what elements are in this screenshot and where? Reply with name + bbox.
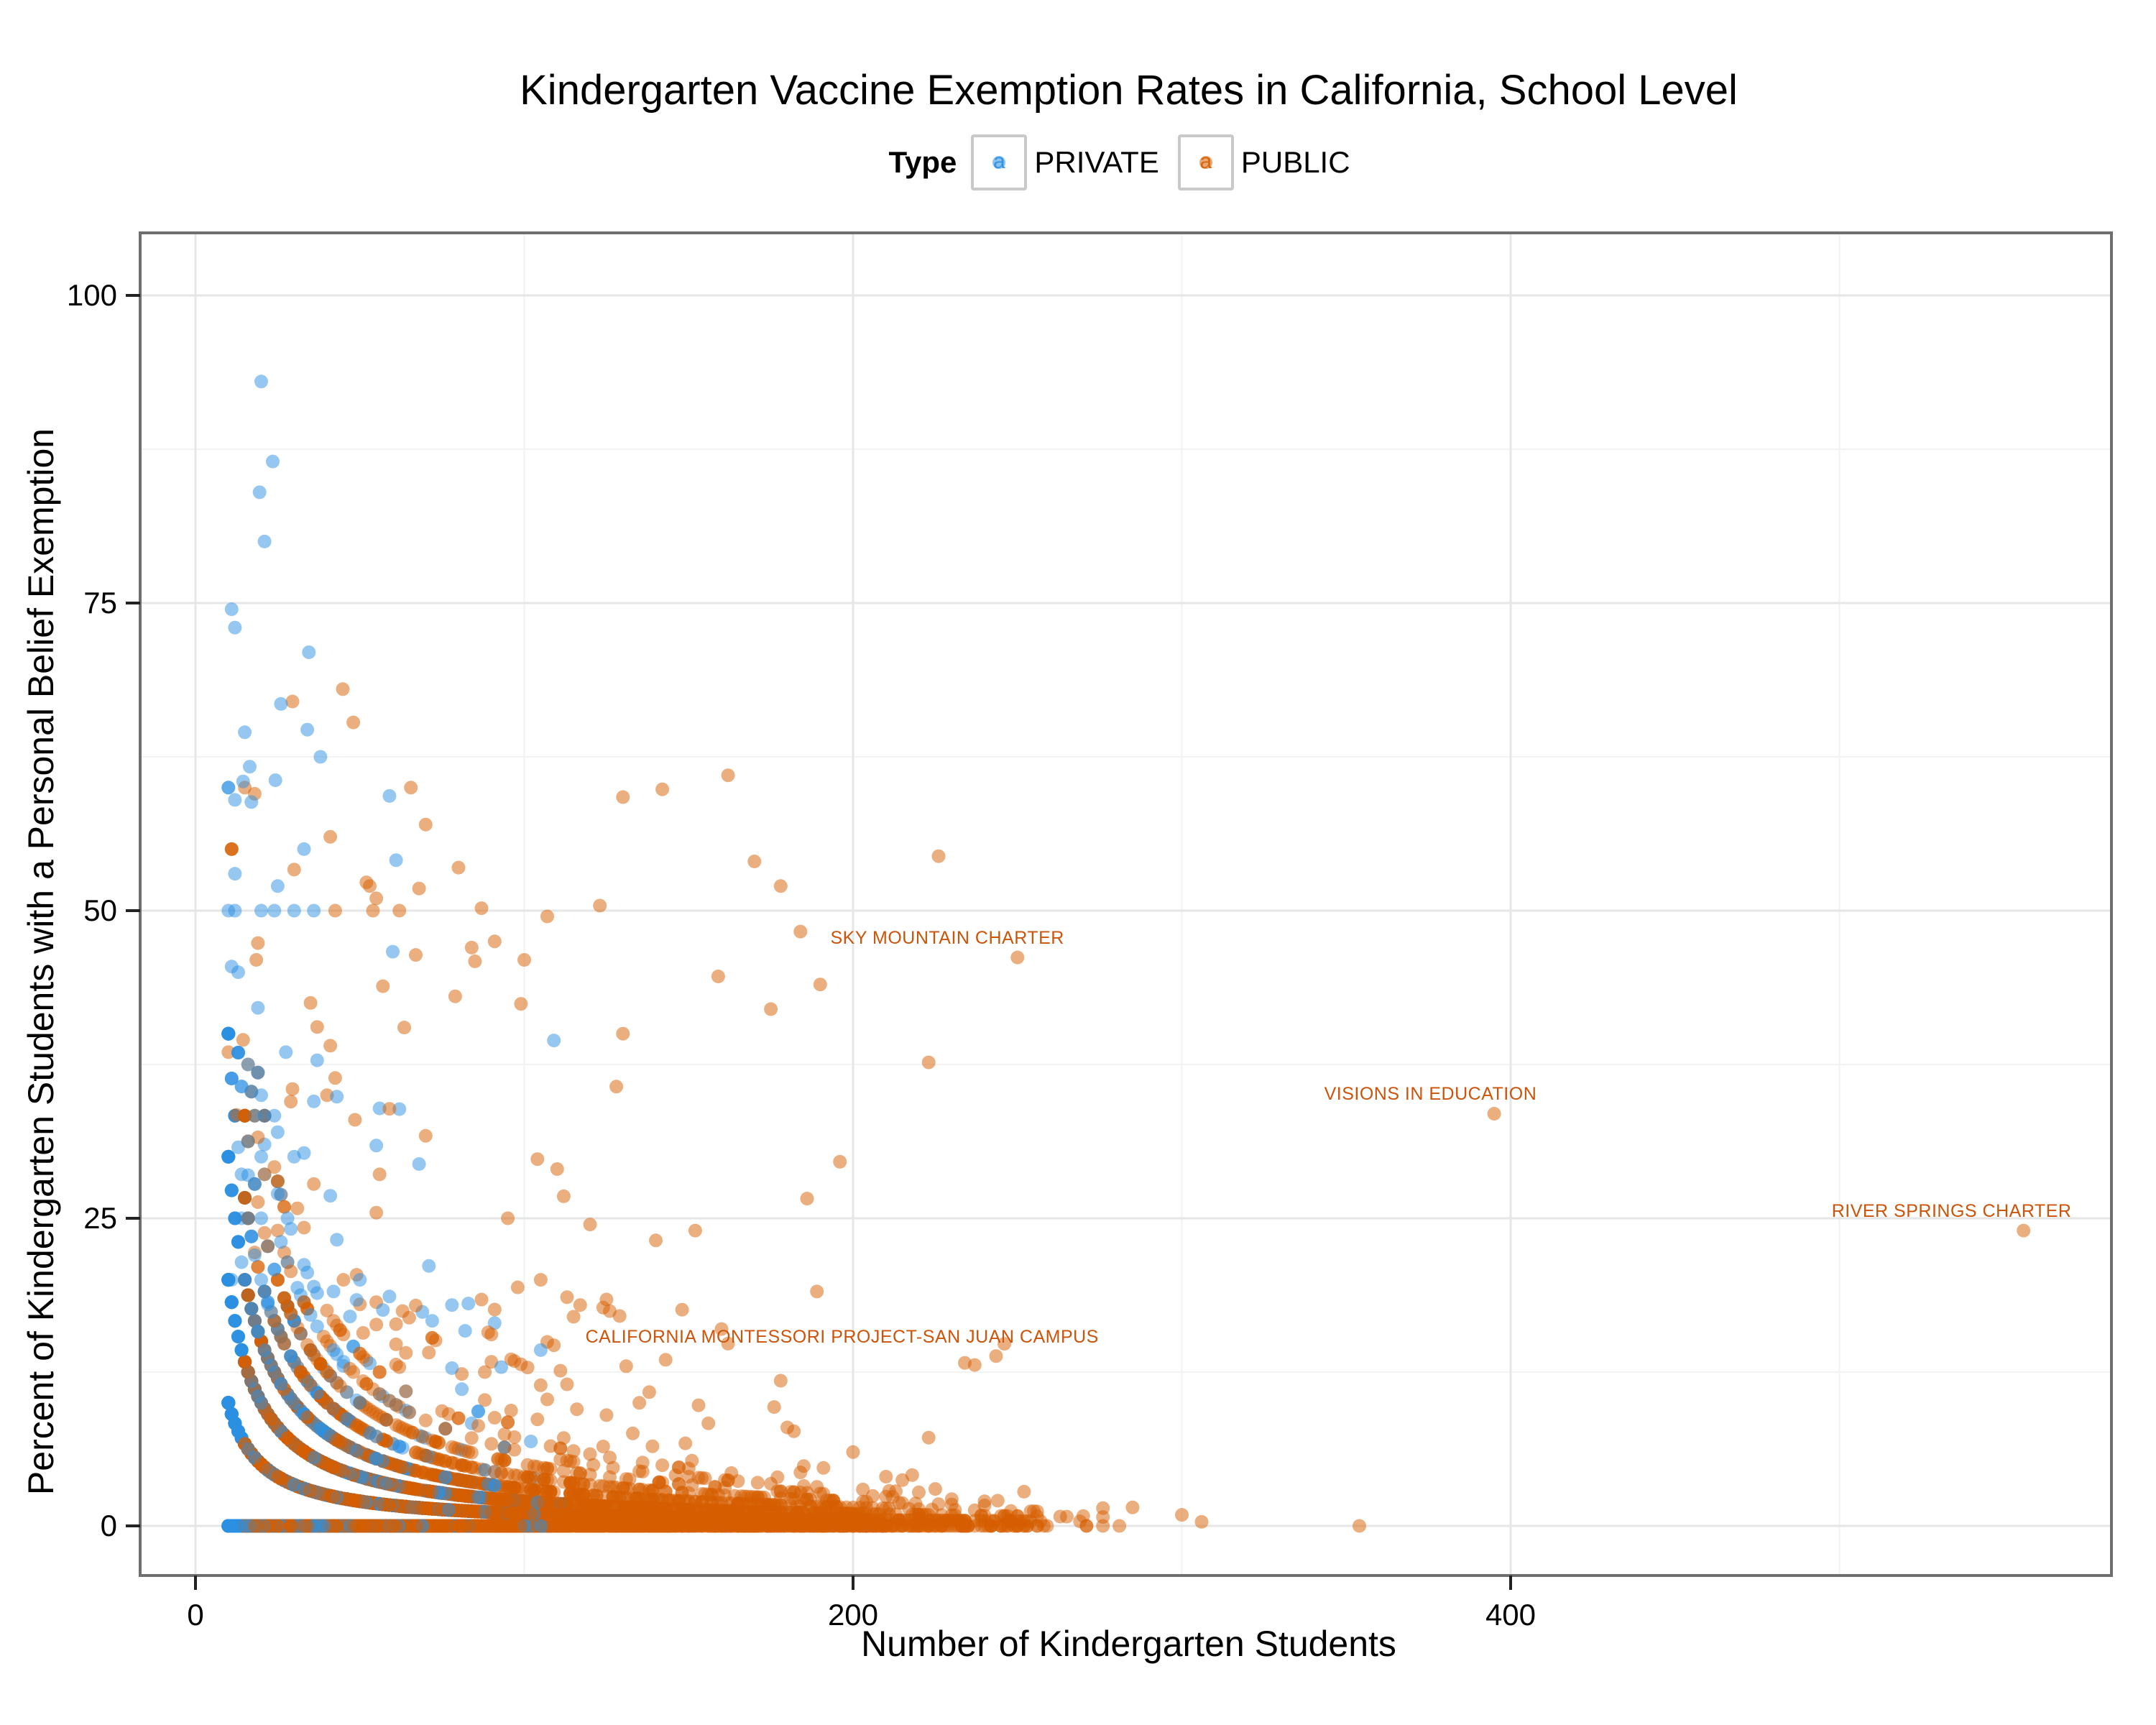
private-point-icon	[992, 156, 1006, 169]
y-tick-label-75: 75	[83, 586, 117, 620]
legend-key-public: a	[1177, 134, 1234, 190]
y-tick-label-50: 50	[83, 893, 117, 927]
public-point-icon	[1199, 156, 1212, 169]
legend-key-private: a	[971, 134, 1028, 190]
annotation-river-springs-charter: RIVER SPRINGS CHARTER	[1831, 1201, 2072, 1222]
legend-entry-public: a PUBLIC	[1177, 134, 1369, 190]
legend-label-public: PUBLIC	[1240, 145, 1350, 179]
y-tick-label-25: 25	[83, 1201, 117, 1235]
x-tick-label-400: 400	[1485, 1598, 1537, 1632]
private-key-glyph: a	[993, 149, 1005, 173]
x-tick-label-0: 0	[187, 1598, 204, 1632]
legend: Type a PRIVATE a PUBLIC	[140, 134, 2117, 191]
chart-title: Kindergarten Vaccine Exemption Rates in …	[520, 67, 1738, 114]
annotation-visions-in-education: VISIONS IN EDUCATION	[1324, 1084, 1537, 1105]
legend-label-private: PRIVATE	[1034, 145, 1159, 179]
legend-title: Type	[888, 145, 957, 179]
annotation-sky-mountain-charter: SKY MOUNTAIN CHARTER	[830, 928, 1064, 949]
x-axis-title: Number of Kindergarten Students	[861, 1624, 1396, 1664]
y-tick-label-0: 0	[100, 1509, 117, 1542]
legend-entry-private: a PRIVATE	[971, 134, 1177, 190]
x-tick-label-200: 200	[827, 1598, 879, 1632]
y-tick-label-100: 100	[66, 278, 117, 312]
public-key-glyph: a	[1199, 149, 1212, 173]
annotation-california-montessori: CALIFORNIA MONTESSORI PROJECT-SAN JUAN C…	[585, 1326, 1099, 1347]
